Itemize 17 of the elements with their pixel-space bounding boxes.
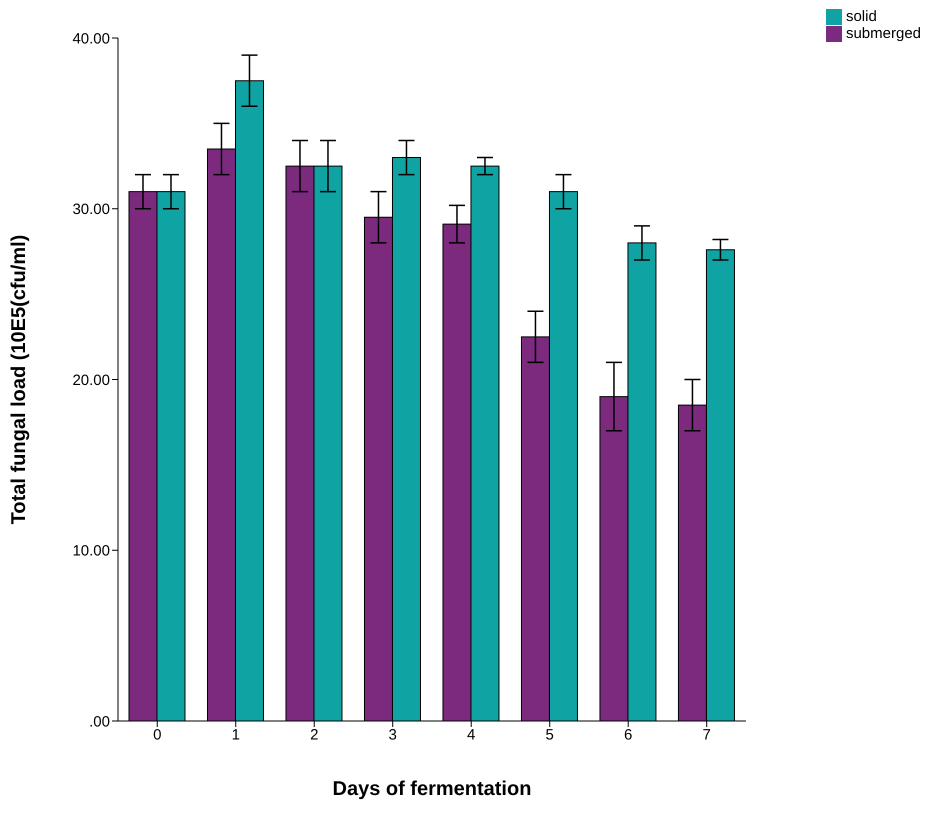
- x-tick-label: 4: [467, 726, 476, 744]
- x-tick-label: 1: [232, 726, 240, 744]
- x-tick-label: 2: [310, 726, 318, 744]
- legend-label: solid: [846, 8, 877, 25]
- x-tick-label: 3: [388, 726, 397, 744]
- x-axis-title: Days of fermentation: [332, 778, 532, 800]
- y-tick-label: 30.00: [72, 201, 110, 218]
- y-tick-label: .00: [89, 713, 110, 730]
- y-axis-title: Total fungal load (10E5(cfu/ml): [8, 234, 30, 524]
- y-tick-label: 20.00: [72, 372, 110, 389]
- y-tick-label: 40.00: [72, 30, 110, 48]
- x-tick-label: 5: [546, 726, 554, 744]
- y-tick-label: 10.00: [72, 542, 110, 560]
- x-tick-label: 6: [624, 726, 632, 744]
- x-tick-label: 7: [702, 726, 711, 744]
- legend-label: submerged: [846, 25, 921, 42]
- x-tick-label: 0: [153, 726, 162, 744]
